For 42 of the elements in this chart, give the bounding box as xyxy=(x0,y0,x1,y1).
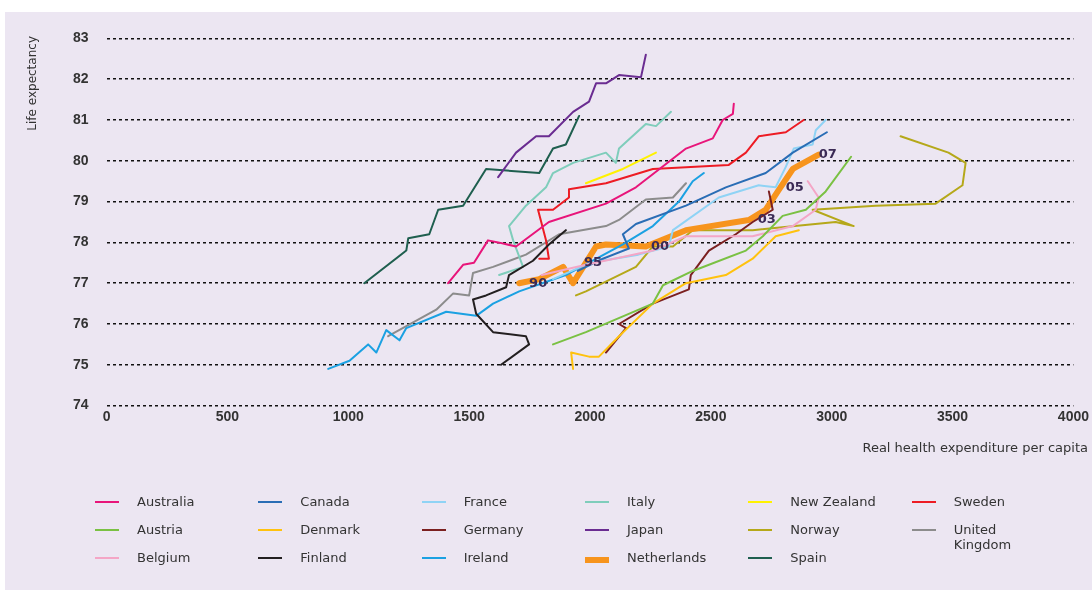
x-tick-label: 0 xyxy=(102,407,111,424)
x-tick-label: 3000 xyxy=(816,407,848,424)
legend-label: Japan xyxy=(626,522,664,537)
annotation: 07 xyxy=(818,146,837,162)
y-tick-label: 79 xyxy=(72,192,89,209)
legend-label: Sweden xyxy=(953,494,1006,509)
y-tick-label: 77 xyxy=(72,274,89,291)
x-axis-title: Real health expenditure per capita xyxy=(862,440,1088,455)
x-tick-label: 1500 xyxy=(453,407,485,424)
legend-label: New Zealand xyxy=(790,494,876,509)
x-tick-label: 2500 xyxy=(695,407,727,424)
legend-label: Canada xyxy=(300,494,350,509)
x-tick-label: 2000 xyxy=(574,407,606,424)
legend-label: Italy xyxy=(626,494,656,509)
y-axis-title: Life expectancy xyxy=(25,36,40,131)
y-tick-label: 76 xyxy=(72,314,89,331)
x-tick-label: 1000 xyxy=(332,407,365,424)
annotation: 90 xyxy=(529,274,548,290)
y-tick-label: 75 xyxy=(72,355,89,372)
y-tick-label: 83 xyxy=(72,29,89,46)
legend-label: France xyxy=(463,494,507,509)
legend-label: Belgium xyxy=(137,550,191,565)
legend-label: Denmark xyxy=(300,522,361,537)
x-tick-label: 4000 xyxy=(1057,407,1090,424)
legend-label: Netherlands xyxy=(626,550,707,565)
legend-label: Norway xyxy=(790,522,840,537)
y-tick-label: 80 xyxy=(72,151,89,168)
y-tick-label: 81 xyxy=(72,110,89,127)
x-tick-label: 3500 xyxy=(936,407,969,424)
legend-label: Ireland xyxy=(463,550,509,565)
annotation: 05 xyxy=(785,178,804,194)
legend-label: Germany xyxy=(463,522,524,537)
legend-label: Finland xyxy=(300,550,347,565)
legend-label: United Kingdom xyxy=(953,522,1013,552)
y-tick-label: 78 xyxy=(72,233,89,250)
annotation: 03 xyxy=(757,211,776,227)
legend-label: Spain xyxy=(790,550,827,565)
y-tick-label: 74 xyxy=(72,396,89,413)
legend-label: Australia xyxy=(137,494,195,509)
x-tick-label: 500 xyxy=(215,407,240,424)
legend-label: Austria xyxy=(137,522,183,537)
y-tick-label: 82 xyxy=(72,70,89,87)
